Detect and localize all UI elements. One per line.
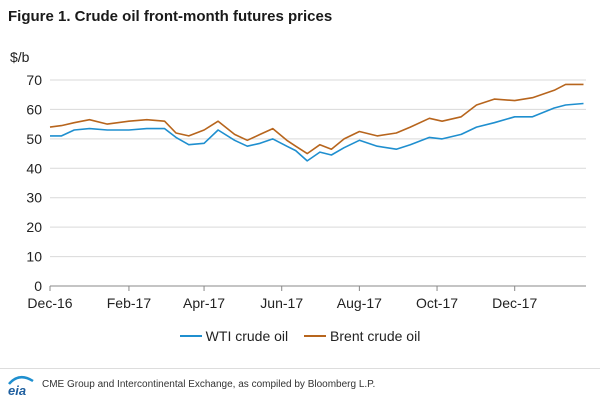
source-note: CME Group and Intercontinental Exchange,…: [42, 379, 376, 390]
footer: eia CME Group and Intercontinental Excha…: [0, 368, 600, 400]
x-tick-label-6: Dec-17: [492, 295, 537, 311]
legend-item-brent: Brent crude oil: [304, 328, 420, 344]
x-tick-label-0: Dec-16: [27, 295, 72, 311]
page-title: Figure 1. Crude oil front-month futures …: [8, 8, 333, 25]
legend-label-brent: Brent crude oil: [330, 328, 421, 344]
y-tick-label-30: 30: [26, 190, 42, 206]
y-axis-tick-labels: 0 10 20 30 40 50 60 70: [26, 72, 42, 294]
legend: WTI crude oil Brent crude oil: [0, 324, 600, 344]
y-axis-unit-label: $/b: [10, 49, 30, 65]
legend-item-wti: WTI crude oil: [179, 328, 289, 344]
x-tick-label-1: Feb-17: [107, 295, 152, 311]
eia-logo-text: eia: [8, 383, 26, 398]
legend-label-wti: WTI crude oil: [205, 328, 289, 344]
x-axis: [49, 285, 586, 291]
y-tick-label-70: 70: [26, 72, 42, 88]
y-tick-label-50: 50: [26, 131, 42, 147]
footer-divider: [0, 368, 600, 369]
y-tick-label-40: 40: [26, 160, 42, 176]
x-tick-label-2: Apr-17: [183, 295, 225, 311]
series-lines: [49, 83, 584, 162]
y-tick-label-0: 0: [34, 278, 42, 294]
legend-swatch-brent: [304, 335, 327, 337]
y-tick-label-20: 20: [26, 219, 42, 235]
legend-swatch-wti: [179, 335, 202, 337]
x-tick-label-5: Oct-17: [416, 295, 458, 311]
wti-series-line: [50, 102, 584, 162]
x-tick-label-3: Jun-17: [260, 295, 303, 311]
y-tick-label-60: 60: [26, 101, 42, 117]
eia-logo-icon: eia: [8, 375, 34, 398]
x-axis-tick-labels: Dec-16 Feb-17 Apr-17 Jun-17 Aug-17 Oct-17 Dec-…: [27, 295, 537, 311]
x-tick-label-4: Aug-17: [337, 295, 382, 311]
brent-series-line: [49, 83, 584, 155]
grid-lines: [50, 79, 586, 258]
y-tick-label-10: 10: [26, 249, 42, 265]
